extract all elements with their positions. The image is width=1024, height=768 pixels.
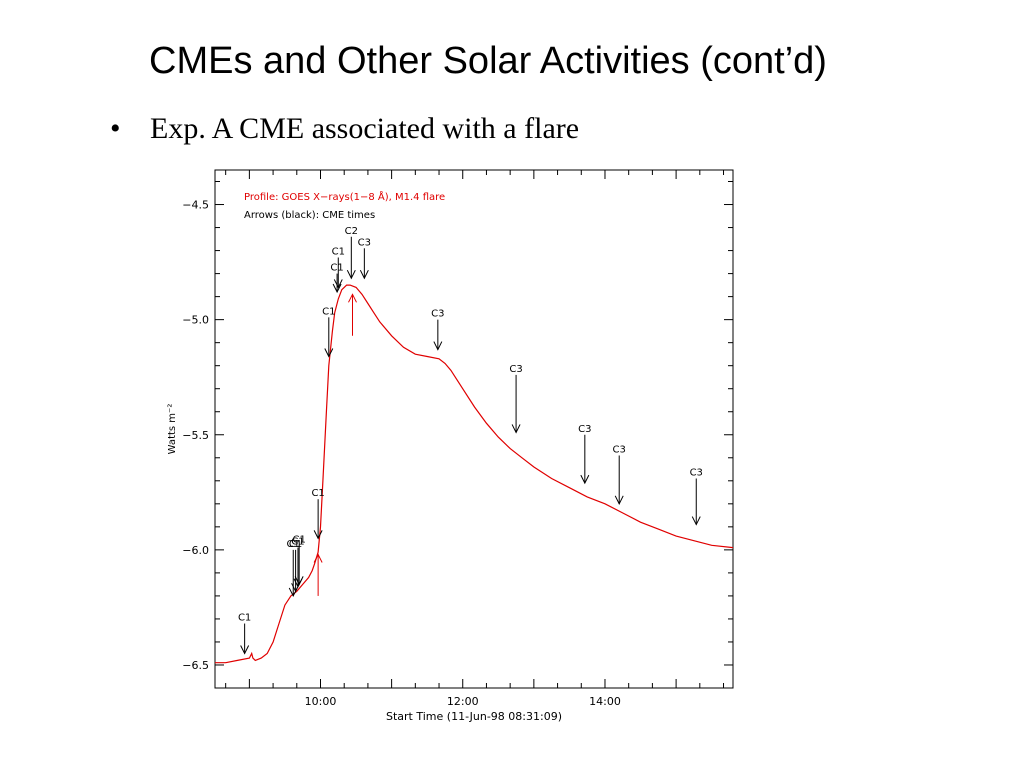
plot-frame xyxy=(214,169,734,689)
cme-arrow-head xyxy=(359,269,369,280)
y-tick-label: −6.5 xyxy=(182,659,209,672)
cme-arrow-label: C2 xyxy=(345,226,358,237)
series-layer xyxy=(215,284,734,664)
cme-arrow-label: C1 xyxy=(291,537,304,548)
cme-arrow-label: C1 xyxy=(287,539,300,550)
x-axis-label: Start Time (11-Jun-98 08:31:09) xyxy=(386,710,562,723)
tick-labels: −4.5 −5.0 −5.5 −6.0 −6.5 10:00 12:00 14:00 xyxy=(182,199,621,708)
cme-arrow-head xyxy=(240,645,250,655)
annotation-profile: Profile: GOES X−rays(1−8 Å), M1.4 flare xyxy=(244,190,445,203)
cme-arrow-head xyxy=(346,269,356,280)
flare-arrow-head xyxy=(348,293,357,303)
y-tick-label: −5.0 xyxy=(182,314,209,327)
y-tick-label: −4.5 xyxy=(182,199,209,212)
cme-arrow-label: C1 xyxy=(289,539,302,550)
slide-title: CMEs and Other Solar Activities (cont’d) xyxy=(149,40,827,82)
cme-arrow-head xyxy=(313,530,323,540)
bullet-dot: • xyxy=(110,112,121,145)
y-tick-label: −5.5 xyxy=(182,429,209,442)
goes-xray-profile-line xyxy=(215,284,734,664)
cme-arrow-label: C3 xyxy=(613,444,626,455)
cme-arrow-head xyxy=(294,576,304,586)
cme-arrow-label: C1 xyxy=(330,263,343,274)
cme-arrow-label: C3 xyxy=(509,364,522,375)
cme-arrow-head xyxy=(433,341,443,351)
cme-arrow-label: C1 xyxy=(332,246,345,257)
cme-arrow-label: C1 xyxy=(238,613,251,624)
cme-arrow-head xyxy=(691,516,701,526)
cme-arrow-label: C3 xyxy=(578,424,591,435)
cme-arrow-head xyxy=(332,283,342,294)
bullet-item: • Exp. A CME associated with a flare xyxy=(110,112,579,146)
annotation-arrows: Arrows (black): CME times xyxy=(244,210,375,221)
cme-arrow-head xyxy=(614,495,624,505)
y-axis-label: Watts m⁻² xyxy=(167,404,178,455)
axis-ticks xyxy=(215,170,733,689)
cme-arrow-label: C1 xyxy=(311,488,324,499)
cme-arrow-label: C1 xyxy=(322,306,335,317)
cme-arrow-label: C1 xyxy=(292,534,305,545)
x-tick-label: 10:00 xyxy=(305,695,337,708)
cme-arrow-label: C3 xyxy=(690,467,703,478)
cme-arrow-head xyxy=(511,424,521,434)
y-tick-label: −6.0 xyxy=(182,544,209,557)
bullet-text: Exp. A CME associated with a flare xyxy=(150,112,580,145)
cme-arrow-head xyxy=(324,348,334,358)
cme-arrow-label: C3 xyxy=(431,309,444,320)
x-tick-label: 14:00 xyxy=(589,695,621,708)
flare-arrow-head xyxy=(313,553,323,563)
cme-arrow-head xyxy=(580,474,590,485)
x-tick-label: 12:00 xyxy=(447,695,479,708)
cme-arrow-label: C3 xyxy=(358,237,371,248)
cme-arrow-head xyxy=(333,279,343,289)
